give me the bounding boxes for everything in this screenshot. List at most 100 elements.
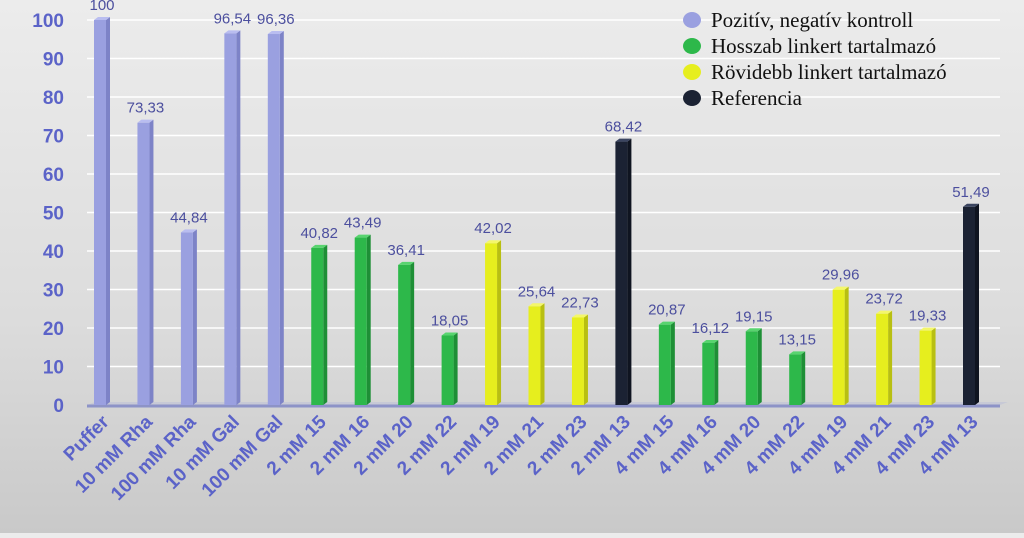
data-label: 68,42	[605, 119, 643, 136]
data-label: 40,82	[300, 225, 338, 242]
bar	[224, 30, 241, 406]
bar-front	[224, 33, 237, 406]
bar-front	[702, 342, 715, 405]
data-label: 100	[89, 0, 114, 14]
bar-side	[583, 314, 588, 405]
bar-front	[789, 354, 802, 405]
data-label: 42,02	[474, 220, 512, 237]
bar-front	[180, 232, 193, 405]
data-label: 25,64	[518, 283, 556, 300]
bar-side	[236, 30, 241, 406]
bar-side	[670, 321, 675, 405]
bar-side	[149, 119, 154, 405]
bar-front	[876, 313, 889, 405]
bar-side	[323, 244, 328, 405]
data-label: 22,73	[561, 294, 599, 311]
bar	[398, 261, 415, 405]
bar-top	[789, 351, 806, 355]
bar-top	[267, 31, 284, 35]
bar-front	[441, 335, 454, 405]
data-label: 96,54	[214, 10, 252, 27]
y-tick-label: 0	[53, 396, 64, 417]
bar-front	[615, 141, 628, 405]
bar	[919, 327, 936, 405]
bar	[311, 244, 328, 405]
legend-label: Pozitív, negatív kontroll	[711, 8, 913, 32]
bar-top	[137, 119, 154, 123]
data-labels: 100 73,33 44,84 96,54 96,36 40,82 43,49 36,41 18…	[89, 0, 989, 348]
bar	[180, 229, 197, 405]
bar-side	[410, 261, 415, 405]
bar-top	[571, 314, 588, 318]
y-tick-label: 30	[43, 281, 64, 302]
bar-front	[919, 330, 932, 405]
bar	[702, 339, 719, 405]
y-tick-label: 80	[43, 88, 64, 109]
bar-top	[919, 327, 936, 331]
legend-marker	[683, 64, 701, 80]
bar-side	[497, 240, 502, 405]
bar-front	[485, 243, 498, 405]
bar-side	[714, 339, 719, 405]
legend-marker	[683, 12, 701, 28]
data-label: 23,72	[865, 291, 903, 308]
data-label: 29,96	[822, 267, 860, 284]
data-label: 19,15	[735, 308, 773, 325]
bar-top	[441, 332, 458, 336]
bar-front	[398, 264, 411, 405]
bar-top	[180, 229, 197, 233]
data-label: 18,05	[431, 313, 469, 330]
bar-top	[658, 321, 675, 325]
bar-side	[844, 286, 849, 405]
bar	[571, 314, 588, 405]
y-tick-label: 90	[43, 50, 64, 71]
bar	[354, 234, 371, 405]
data-label: 43,49	[344, 215, 382, 232]
bar-top	[702, 339, 719, 343]
data-label: 20,87	[648, 302, 686, 319]
bar-front	[571, 317, 584, 405]
y-tick-label: 10	[43, 358, 64, 379]
bar-top	[94, 17, 110, 20]
bar-front	[311, 247, 324, 405]
y-axis-ticks: 0 10 20 30 40 50 60 70 80 90 100	[32, 11, 64, 417]
data-label: 51,49	[952, 184, 990, 201]
legend-label: Rövidebb linkert tartalmazó	[711, 60, 947, 84]
bar	[832, 286, 849, 405]
bar	[745, 328, 762, 405]
legend-label: Hosszab linkert tartalmazó	[711, 34, 936, 58]
data-label: 16,12	[692, 320, 730, 337]
bar-side	[106, 17, 110, 405]
bar-side	[279, 31, 284, 405]
bars	[94, 17, 979, 406]
bar	[528, 303, 545, 405]
bar	[441, 332, 458, 405]
bar	[267, 31, 284, 405]
y-tick-label: 50	[43, 204, 64, 225]
bar-front	[963, 206, 975, 405]
bar	[963, 203, 979, 405]
data-label: 13,15	[778, 331, 816, 348]
y-tick-label: 70	[43, 127, 64, 148]
bar	[658, 321, 675, 405]
bar	[94, 17, 110, 405]
bar-front	[528, 306, 541, 405]
bar-top	[745, 328, 762, 332]
y-tick-label: 20	[43, 319, 64, 340]
bar-front	[137, 122, 150, 405]
bar-top	[615, 138, 632, 142]
bar-top	[311, 244, 328, 248]
bar-side	[931, 327, 936, 405]
bar-front	[658, 324, 671, 405]
bar-top	[224, 30, 241, 34]
bar-front	[832, 289, 845, 405]
bar-top	[354, 234, 371, 238]
bar	[789, 351, 806, 405]
data-label: 73,33	[127, 100, 165, 117]
bar-side	[757, 328, 762, 405]
bar	[137, 119, 154, 405]
data-label: 96,36	[257, 11, 295, 28]
data-label: 44,84	[170, 209, 208, 226]
